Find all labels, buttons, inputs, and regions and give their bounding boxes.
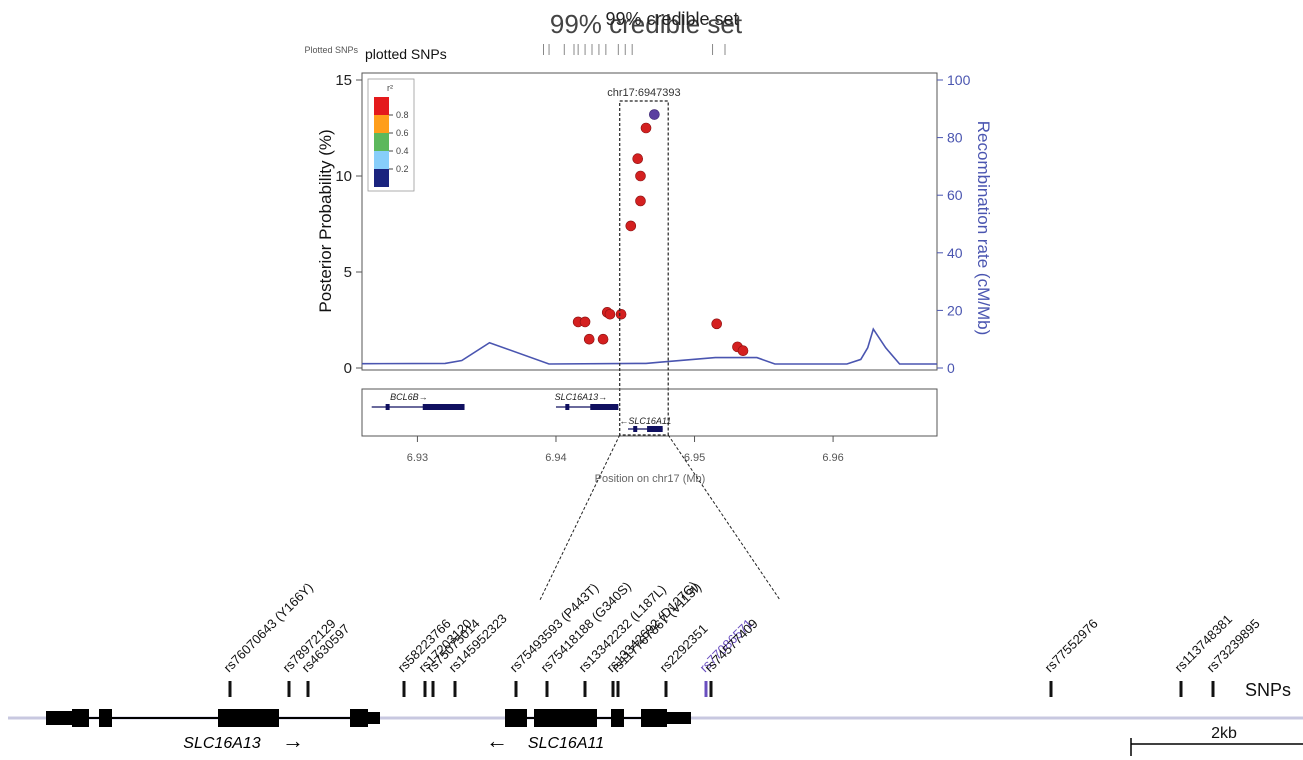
gene-exon (385, 404, 390, 410)
snp-point (635, 195, 646, 207)
snp-marker (709, 681, 713, 697)
legend: r² 0.8 0.6 0.4 0.2 (367, 78, 415, 192)
snp-point (640, 122, 652, 134)
x-axis-label: Position on chr17 (Mb) (595, 473, 706, 485)
gene-exon (590, 404, 619, 410)
gene-model-slc16a11 (505, 709, 691, 727)
snp-marker (545, 681, 549, 697)
snp-marker (306, 681, 310, 697)
snp-label: rs77552976 (1042, 616, 1101, 675)
y-right-tick-label: 60 (947, 187, 963, 203)
gene-arrow-slc16a13: → (282, 728, 304, 753)
snp-marker (616, 681, 620, 697)
y-axis-right-label: Recombination rate (cM/Mb) (974, 121, 993, 335)
snp-marker (664, 681, 668, 697)
x-tick-label: 6.95 (684, 452, 705, 464)
snp-point (579, 316, 591, 328)
y-right-tick-label: 100 (947, 72, 971, 88)
snp-point (615, 308, 627, 320)
highlight-box (619, 100, 669, 436)
gene-track: BCL6B→ SLC16A13→ ←SLC16A11 (371, 392, 671, 432)
zoom-line-right (667, 434, 781, 601)
legend-swatch (374, 151, 389, 169)
snp-point (625, 220, 637, 232)
x-tick-label: 6.94 (545, 452, 566, 464)
recombination-line (361, 327, 937, 365)
y-right-tick-label: 20 (947, 302, 963, 318)
snp-marker (1211, 681, 1215, 697)
snp-point (583, 333, 595, 345)
legend-label: 0.4 (396, 146, 409, 156)
snp-point (632, 153, 644, 165)
x-tick-label: 6.93 (407, 452, 428, 464)
y-tick-label: 15 (335, 72, 352, 89)
gene-model-slc16a13 (46, 709, 380, 727)
snp-marker (287, 681, 291, 697)
snp-marker (402, 681, 406, 697)
snp-marker (228, 681, 232, 697)
snp-marker (1049, 681, 1053, 697)
snp-point (635, 170, 646, 182)
y-tick-label: 5 (344, 264, 352, 281)
snp-marker (431, 681, 435, 697)
gene-exon (565, 404, 570, 410)
snps-label: SNPs (1245, 680, 1291, 700)
plot-frame (361, 72, 938, 371)
snp-marker (704, 681, 708, 697)
y-tick-label: 10 (335, 168, 352, 185)
y-right-tick-label: 40 (947, 245, 963, 261)
snp-point (597, 333, 609, 345)
x-tick-label: 6.96 (822, 452, 843, 464)
gene-arrow-slc16a11: ← (486, 728, 508, 753)
credible-set-ticks (543, 44, 726, 55)
gene-label: ←SLC16A11 (619, 416, 671, 426)
gene-exon (633, 426, 638, 432)
plotted-snps-small-label: Plotted SNPs (304, 45, 358, 55)
lead-snp-point (649, 109, 660, 120)
snp-marker (514, 681, 518, 697)
snp-marker (423, 681, 427, 697)
snp-point (711, 318, 722, 330)
lead-snp-annotation: chr17:6947393 (607, 87, 680, 99)
y-axis-right: 0 20 40 60 80 100 (937, 72, 971, 376)
plotted-snps-label: plotted SNPs (365, 46, 447, 62)
gene-label-slc16a11: SLC16A11 (528, 735, 604, 752)
snp-marker (583, 681, 587, 697)
y-axis-label: Posterior Probability (%) (316, 129, 335, 312)
page-title: 99% credible set (550, 9, 743, 39)
page-title-overlay: 99% credible set (605, 9, 738, 29)
legend-swatch (374, 169, 389, 187)
snp-marker (611, 681, 615, 697)
gene-panel-frame (361, 388, 938, 437)
scale-bar-label: 2kb (1211, 725, 1237, 742)
gene-label-slc16a13: SLC16A13 (183, 735, 260, 752)
snp-point (737, 345, 749, 357)
points (572, 109, 749, 357)
snp-point (604, 308, 616, 320)
y-axis: 0 5 10 15 (335, 72, 362, 377)
legend-title: r² (387, 83, 393, 93)
y-tick-label: 0 (344, 360, 352, 377)
snp-label: rs74577409 (702, 616, 761, 675)
legend-label: 0.2 (396, 164, 409, 174)
y-right-tick-label: 80 (947, 130, 963, 146)
gene-exon (647, 426, 663, 432)
legend-swatch (374, 115, 389, 133)
zoom-line-left (539, 434, 621, 601)
snp-marker (453, 681, 457, 697)
gene-label: SLC16A13→ (555, 392, 608, 402)
gene-label: BCL6B→ (390, 392, 428, 402)
legend-swatch (374, 97, 389, 115)
y-right-tick-label: 0 (947, 360, 955, 376)
x-axis: 6.93 6.94 6.95 6.96 (407, 436, 844, 464)
legend-swatch (374, 133, 389, 151)
gene-exon (422, 404, 465, 410)
snp-marker (1179, 681, 1183, 697)
legend-label: 0.6 (396, 128, 409, 138)
legend-label: 0.8 (396, 110, 409, 120)
